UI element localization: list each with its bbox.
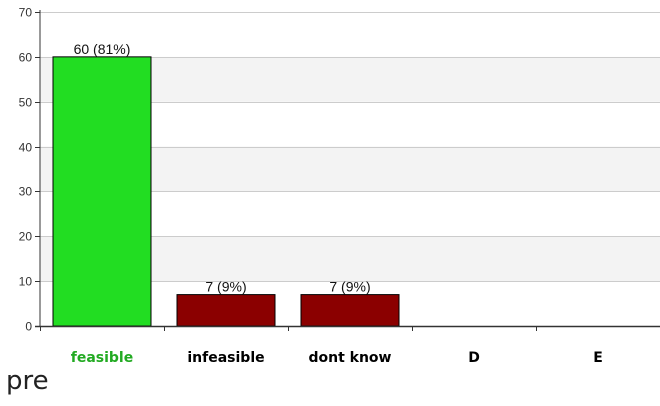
- y-tick-label: 10: [19, 275, 33, 289]
- y-tick-label: 50: [19, 96, 33, 110]
- x-axis: [35, 325, 660, 331]
- category-label: D: [468, 350, 480, 366]
- y-tick-label: 60: [19, 51, 33, 65]
- bar-infeasible: [176, 294, 276, 327]
- y-tick-label: 70: [19, 6, 33, 20]
- bars: [52, 56, 400, 327]
- category-label: E: [593, 350, 603, 366]
- y-tick-label: 20: [19, 230, 33, 244]
- bar-feasible: [52, 56, 152, 327]
- data-label: 7 (9%): [329, 279, 370, 295]
- y-tick-label: 40: [19, 141, 33, 155]
- category-labels: feasible infeasible dont know D E: [71, 350, 603, 366]
- data-label: 7 (9%): [205, 279, 246, 295]
- y-tick-label: 0: [25, 320, 32, 334]
- bar-dont-know: [300, 294, 400, 327]
- y-tick-label: 30: [19, 185, 33, 199]
- category-label: infeasible: [187, 350, 264, 366]
- data-labels: 60 (81%) 7 (9%) 7 (9%): [74, 41, 371, 295]
- y-axis: 0 10 20 30 40 50 60 70: [19, 6, 41, 334]
- footer-text: pre: [6, 366, 49, 396]
- category-label: dont know: [308, 350, 391, 366]
- category-label: feasible: [71, 350, 133, 366]
- bar-chart: 0 10 20 30 40 50 60 70 60 (81%) 7 (9%) 7 (9%) fea…: [19, 6, 660, 366]
- data-label: 60 (81%): [74, 41, 131, 57]
